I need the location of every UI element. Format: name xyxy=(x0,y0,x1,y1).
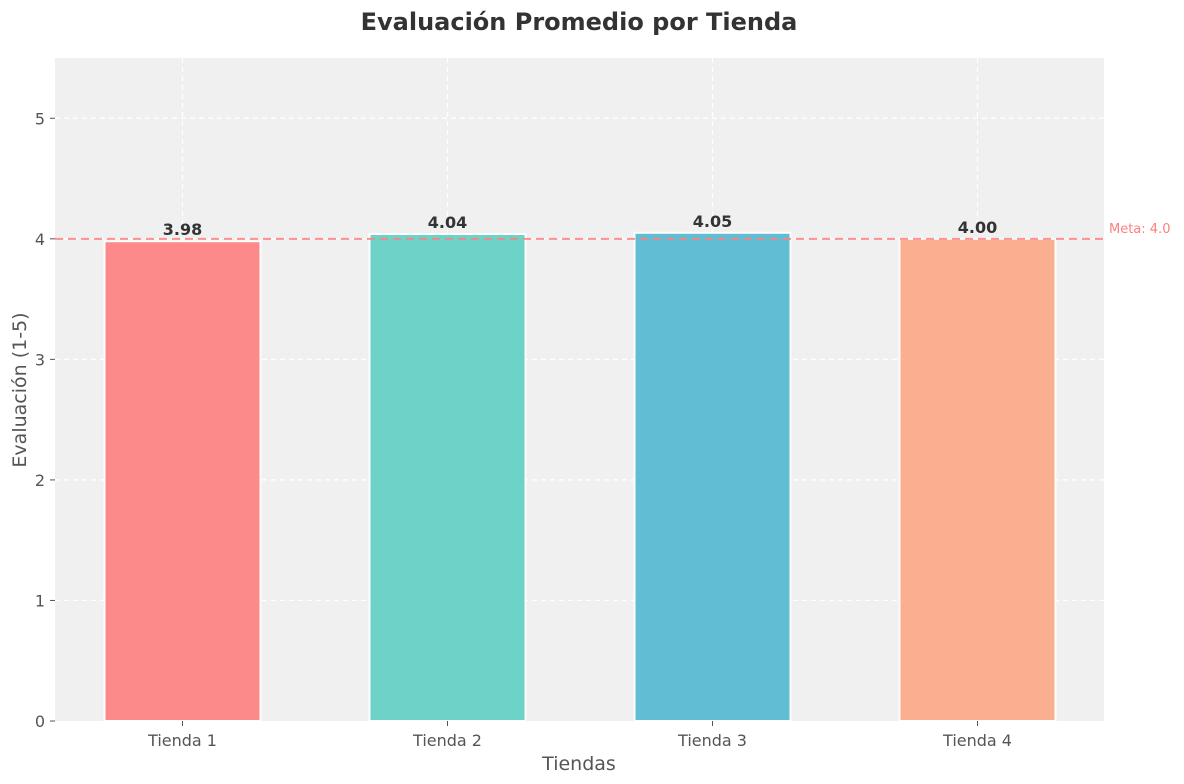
bar-tienda-3 xyxy=(633,231,792,722)
bar-tienda-4 xyxy=(898,237,1057,722)
x-axis-ticks: Tienda 1 Tienda 2 Tienda 3 Tienda 4 xyxy=(147,721,1012,750)
y-tick-label: 3 xyxy=(35,350,45,369)
reference-line-label: Meta: 4.0 xyxy=(1109,222,1170,237)
data-label: 4.04 xyxy=(428,213,467,232)
x-axis-label: Tiendas xyxy=(541,753,616,775)
y-tick-label: 0 xyxy=(35,712,45,731)
data-label: 3.98 xyxy=(163,220,202,239)
data-labels: 3.98 4.04 4.05 4.00 xyxy=(163,212,997,239)
y-tick-label: 5 xyxy=(35,109,45,128)
data-label: 4.00 xyxy=(958,218,997,237)
chart-title: Evaluación Promedio por Tienda xyxy=(361,8,798,36)
x-tick-label: Tienda 4 xyxy=(942,731,1012,750)
data-label: 4.05 xyxy=(693,212,732,231)
y-axis-label: Evaluación (1-5) xyxy=(9,312,31,467)
y-tick-label: 2 xyxy=(35,471,45,490)
bar-tienda-2 xyxy=(368,232,527,722)
y-tick-label: 4 xyxy=(35,230,45,249)
bar-tienda-1 xyxy=(103,240,262,722)
bars xyxy=(103,231,1057,722)
x-tick-label: Tienda 1 xyxy=(147,731,217,750)
x-tick-label: Tienda 3 xyxy=(677,731,747,750)
x-tick-label: Tienda 2 xyxy=(412,731,482,750)
reference-line-group: Meta: 4.0 xyxy=(55,222,1170,240)
y-axis-ticks: 0 1 2 3 4 5 xyxy=(35,109,55,731)
y-tick-label: 1 xyxy=(35,591,45,610)
